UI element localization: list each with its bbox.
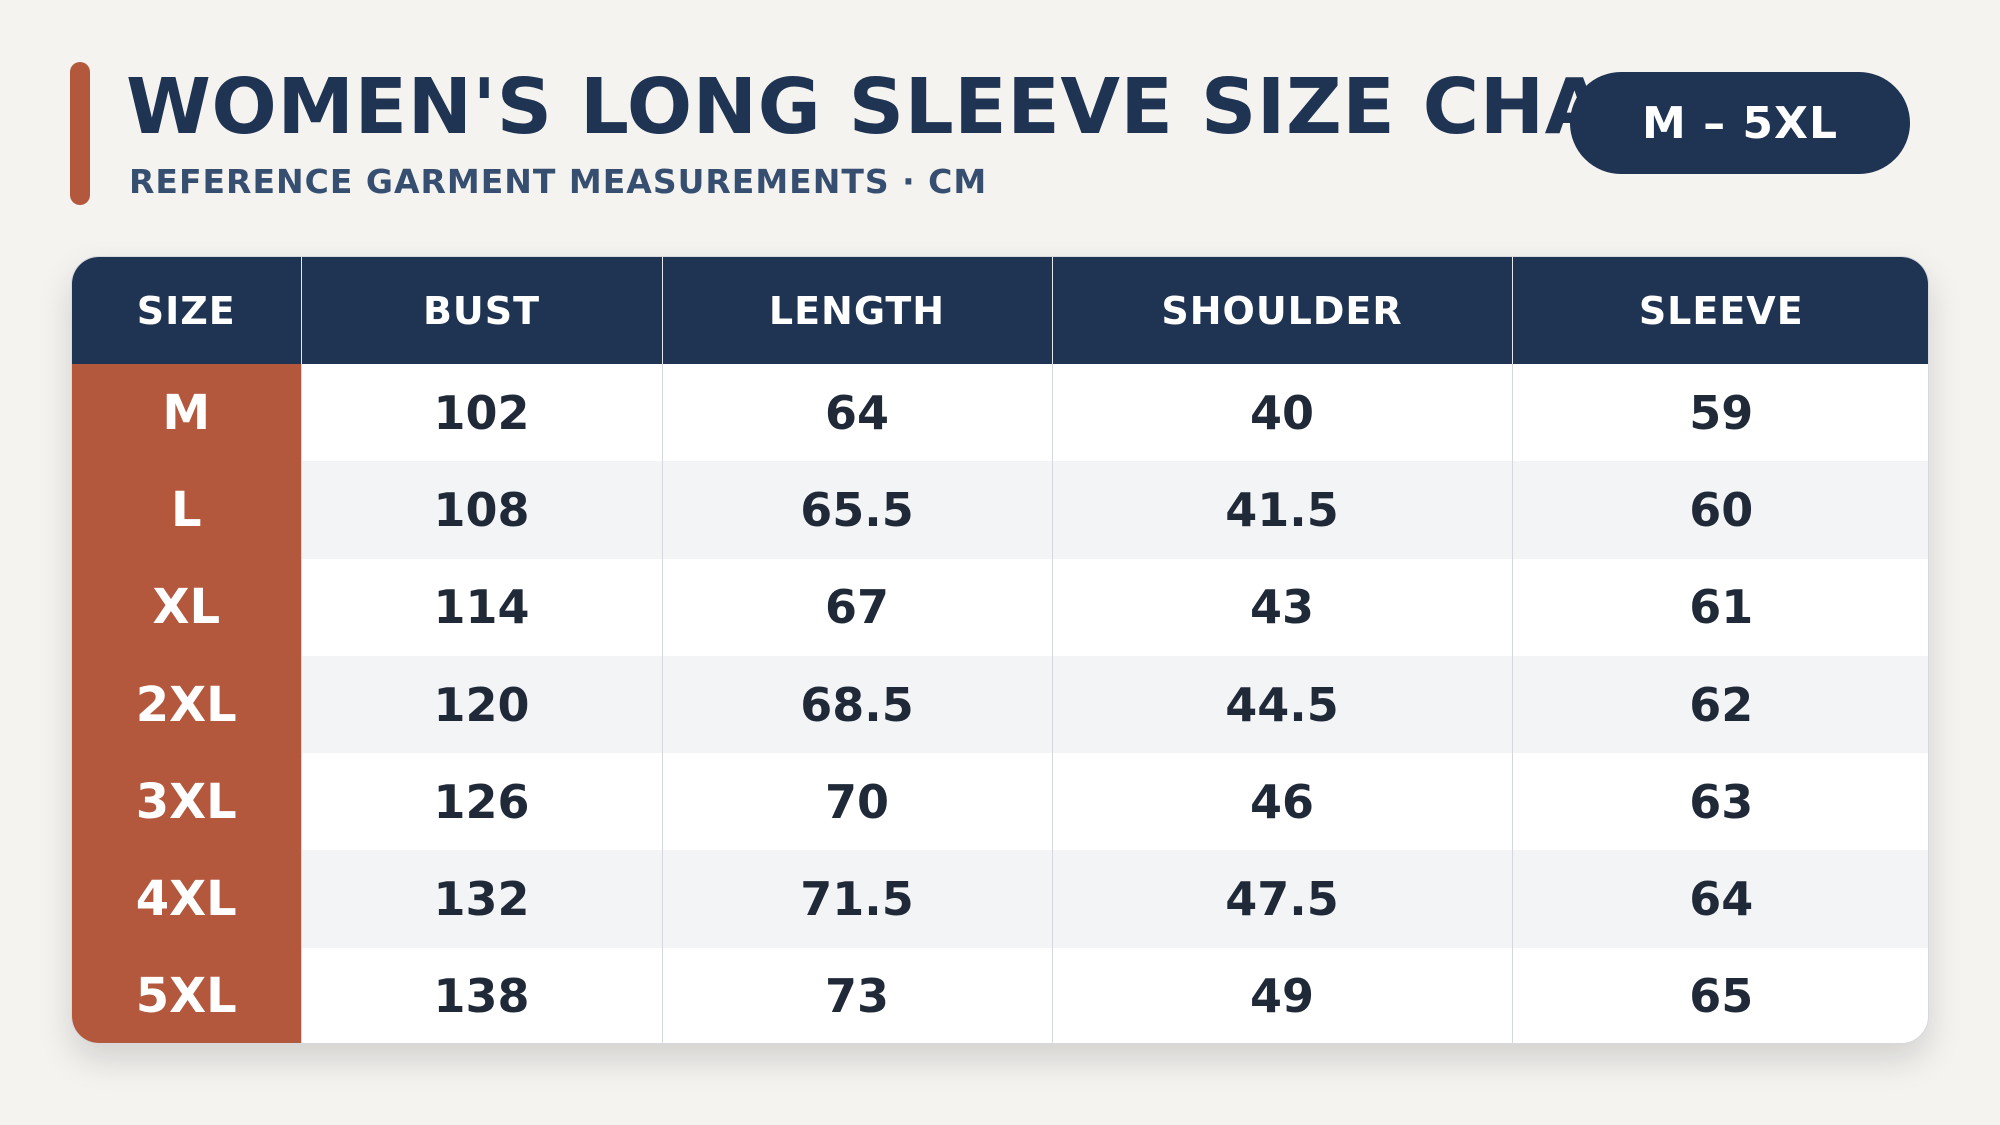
column-header-sleeve: SLEEVE (1511, 257, 1928, 364)
size-label-cell: M (72, 364, 301, 462)
column-header-length: LENGTH (661, 257, 1052, 364)
shoulder-cell: 41.5 (1051, 461, 1512, 559)
page-subtitle: REFERENCE GARMENT MEASUREMENTS · CM (129, 162, 988, 201)
size-range-badge: M – 5XL (1570, 72, 1910, 174)
length-cell: 64 (661, 364, 1052, 462)
table-row: L 108 65.5 41.5 60 (72, 461, 1928, 559)
length-cell: 67 (661, 558, 1052, 656)
size-label-cell: 4XL (72, 850, 301, 948)
table-header-row: SIZE BUST LENGTH SHOULDER SLEEVE (72, 257, 1928, 364)
table-row: XL 114 67 43 61 (72, 558, 1928, 656)
size-label-cell: L (72, 461, 301, 559)
bust-cell: 132 (300, 850, 662, 948)
bust-cell: 126 (300, 753, 662, 851)
column-header-size: SIZE (72, 257, 301, 364)
bust-cell: 138 (300, 947, 662, 1043)
sleeve-cell: 61 (1511, 558, 1928, 656)
table-row: 4XL 132 71.5 47.5 64 (72, 850, 1928, 948)
size-label-cell: 5XL (72, 947, 301, 1043)
length-cell: 73 (661, 947, 1052, 1043)
shoulder-cell: 40 (1051, 364, 1512, 462)
length-cell: 70 (661, 753, 1052, 851)
shoulder-cell: 44.5 (1051, 655, 1512, 754)
size-label-cell: 2XL (72, 655, 301, 754)
bust-cell: 102 (300, 364, 662, 462)
shoulder-cell: 47.5 (1051, 850, 1512, 948)
bust-cell: 108 (300, 461, 662, 559)
length-cell: 65.5 (661, 461, 1052, 559)
column-header-shoulder: SHOULDER (1051, 257, 1512, 364)
table-row: M 102 64 40 59 (72, 364, 1928, 462)
length-cell: 71.5 (661, 850, 1052, 948)
page-title: WOMEN'S LONG SLEEVE SIZE CHART (126, 63, 1715, 152)
length-cell: 68.5 (661, 655, 1052, 754)
column-header-bust: BUST (300, 257, 662, 364)
sleeve-cell: 63 (1511, 753, 1928, 851)
sleeve-cell: 64 (1511, 850, 1928, 948)
size-table-card: SIZE BUST LENGTH SHOULDER SLEEVE M 102 6… (71, 256, 1929, 1044)
bust-cell: 120 (300, 655, 662, 754)
sleeve-cell: 59 (1511, 364, 1928, 462)
title-accent-bar (70, 62, 90, 205)
bust-cell: 114 (300, 558, 662, 656)
shoulder-cell: 46 (1051, 753, 1512, 851)
table-row: 5XL 138 73 49 65 (72, 947, 1928, 1043)
shoulder-cell: 49 (1051, 947, 1512, 1043)
size-label-cell: 3XL (72, 753, 301, 851)
size-label-cell: XL (72, 558, 301, 656)
table-row: 2XL 120 68.5 44.5 62 (72, 655, 1928, 754)
size-table: SIZE BUST LENGTH SHOULDER SLEEVE M 102 6… (72, 257, 1928, 1043)
table-row: 3XL 126 70 46 63 (72, 753, 1928, 851)
shoulder-cell: 43 (1051, 558, 1512, 656)
sleeve-cell: 62 (1511, 655, 1928, 754)
sleeve-cell: 65 (1511, 947, 1928, 1043)
sleeve-cell: 60 (1511, 461, 1928, 559)
